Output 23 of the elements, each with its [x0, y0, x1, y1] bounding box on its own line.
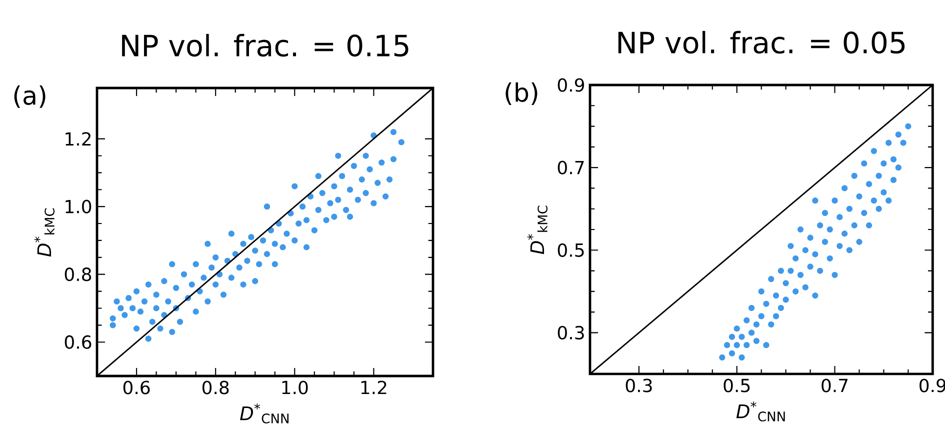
- x-tick-label: 0.7: [822, 378, 848, 392]
- x-tick-label: 1.0: [282, 380, 308, 394]
- chart-title: NP vol. frac. = 0.15: [122, 34, 408, 57]
- x-axis-title: D$^{*}$CNN: [240, 403, 289, 424]
- chart-title: NP vol. frac. = 0.05: [618, 30, 905, 54]
- text: (a): [14, 85, 46, 108]
- y-tick-label: 0.5: [558, 243, 584, 257]
- y-tick-label: 0.8: [64, 268, 92, 282]
- y-tick-label: 0.9: [558, 78, 584, 92]
- y-tick-label: 1.0: [66, 200, 92, 214]
- x-tick-label: 0.3: [626, 378, 652, 392]
- text: (b): [506, 82, 538, 105]
- y-tick-label: 1.2: [66, 132, 91, 146]
- x-tick-label: 0.6: [123, 380, 150, 394]
- y-tick-label: 0.6: [64, 335, 92, 349]
- x-axis-title: D$^{*}$CNN: [736, 401, 785, 422]
- y-axis-title: D$^{*}$kMC: [527, 206, 548, 254]
- x-tick-label: 0.5: [724, 378, 750, 392]
- y-tick-label: 0.7: [558, 160, 584, 174]
- y-tick-label: 0.3: [558, 326, 584, 340]
- y-axis-title: D$^{*}$kMC: [34, 208, 55, 257]
- x-tick-label: 1.2: [361, 380, 386, 394]
- x-tick-label: 0.8: [202, 380, 229, 394]
